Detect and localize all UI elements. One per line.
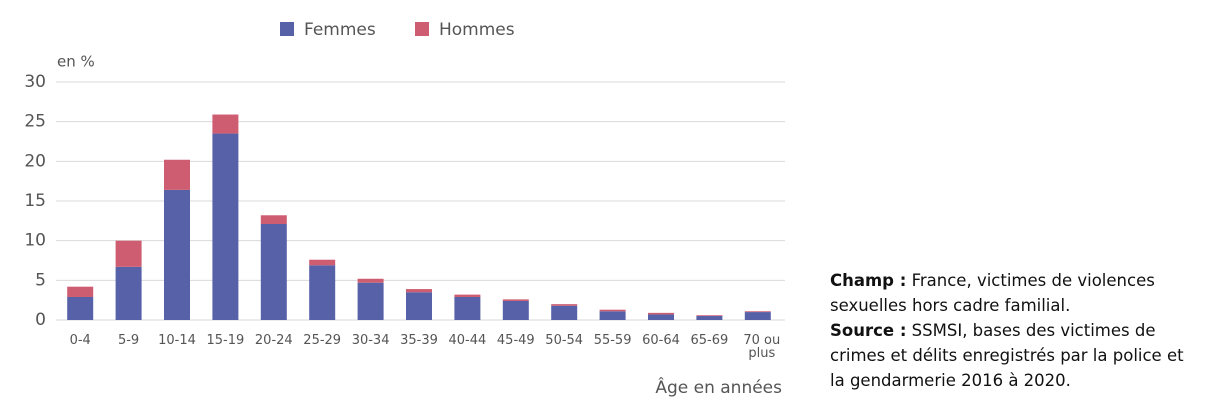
bar-segment <box>406 289 432 293</box>
bar-segment <box>454 296 481 320</box>
bar-segment <box>551 305 578 320</box>
bar-segment <box>696 315 723 317</box>
bar-segment <box>67 286 94 297</box>
bar-segment <box>212 133 239 320</box>
legend-swatch <box>280 22 294 36</box>
note: Source : SSMSI, bases des victimes de cr… <box>830 318 1200 393</box>
y-tick-label: 5 <box>35 270 46 290</box>
bar-segment <box>67 296 94 320</box>
note-text: France, victimes de violences sexuelles … <box>830 271 1155 315</box>
legend-swatch <box>415 22 429 36</box>
bar-segment <box>502 299 529 301</box>
x-tick-label: 30-34 <box>352 333 390 348</box>
legend-label: Hommes <box>439 20 515 40</box>
bar-segment <box>744 311 771 313</box>
bar-segment <box>309 265 336 320</box>
note-label: Champ : <box>830 271 907 290</box>
legend-label: Femmes <box>304 20 376 40</box>
bar-segment <box>502 300 529 320</box>
bar-segment <box>164 159 190 190</box>
bar-segment <box>551 304 578 306</box>
note-text: SSMSI, bases des victimes de crimes et d… <box>830 321 1184 390</box>
x-tick-label: 35-39 <box>400 333 438 348</box>
x-tick-label: 5-9 <box>118 333 139 348</box>
x-axis-title: Âge en années <box>655 376 782 398</box>
y-axis-title: en % <box>57 53 95 71</box>
x-tick-label: 70 ou plus <box>743 333 780 361</box>
note: Champ : France, victimes de violences se… <box>830 268 1200 318</box>
bar-segment <box>696 316 723 320</box>
bar-segment <box>260 215 287 225</box>
bar-segment <box>115 266 142 320</box>
chart: en % Âge en années 0 5 10 15 20 25 30 Femmes Hom… <box>24 20 785 398</box>
bar-segment <box>648 312 674 315</box>
y-tick-label: 30 <box>24 72 46 92</box>
bar-segment <box>309 259 336 266</box>
x-tick-label: 20-24 <box>255 333 293 348</box>
bar-segment <box>406 292 432 320</box>
bar-segment <box>648 314 674 320</box>
y-tick-label: 0 <box>35 310 46 330</box>
x-tick-label: 25-29 <box>303 333 341 348</box>
x-tick-label: 50-54 <box>545 333 583 348</box>
x-tick-label: 0-4 <box>70 333 91 348</box>
y-tick-label: 10 <box>24 231 46 251</box>
bar-segment <box>212 114 239 134</box>
bar-segment <box>260 224 287 320</box>
y-tick-label: 20 <box>24 151 46 171</box>
x-tick-label: 65-69 <box>691 333 729 348</box>
bar-segment <box>599 311 626 320</box>
bar-segment <box>454 294 481 297</box>
x-tick-label: 10-14 <box>158 333 196 348</box>
x-tick-label: 60-64 <box>642 333 680 348</box>
bar-segment <box>744 312 771 320</box>
bar-segment <box>599 309 626 312</box>
x-tick-label: 55-59 <box>594 333 632 348</box>
bar-segment <box>164 189 190 320</box>
note-label: Source : <box>830 321 907 340</box>
x-tick-label: 45-49 <box>497 333 535 348</box>
notes: Champ : France, victimes de violences se… <box>830 268 1200 393</box>
y-tick-label: 15 <box>24 191 46 211</box>
x-tick-label: 15-19 <box>207 333 245 348</box>
x-tick-label: 40-44 <box>449 333 487 348</box>
y-tick-label: 25 <box>24 112 46 132</box>
bar-segment <box>357 278 384 283</box>
bar-segment <box>115 240 142 267</box>
bar-segment <box>357 282 384 320</box>
